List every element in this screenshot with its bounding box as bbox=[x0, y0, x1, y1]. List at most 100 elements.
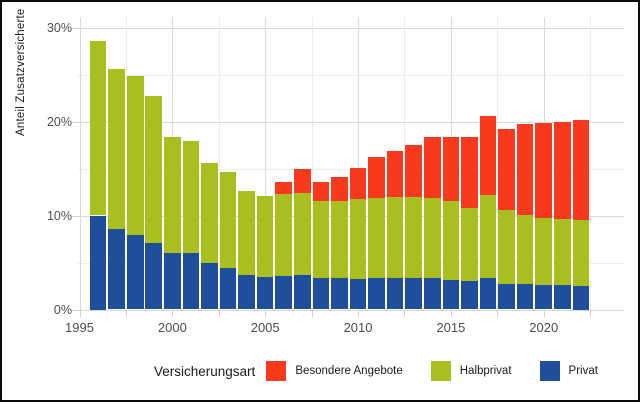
bar-segment-privat-2001 bbox=[182, 253, 200, 310]
bar-segment-halbprivat-2020 bbox=[535, 218, 553, 286]
x-axis-tick bbox=[497, 310, 499, 317]
x-axis-tick bbox=[543, 310, 545, 317]
x-axis-tick bbox=[79, 310, 81, 317]
legend-item-label: Besondere Angebote bbox=[295, 365, 403, 377]
bar-segment-halbprivat-1996 bbox=[89, 40, 107, 216]
bar-segment-besondere-angebote-2011 bbox=[368, 157, 385, 198]
bar-segment-besondere-angebote-2006 bbox=[275, 181, 293, 194]
y-axis-title: Anteil Zusatzversicherte bbox=[15, 8, 27, 136]
gridline-y-major bbox=[78, 27, 624, 29]
legend-title: Versicherungsart bbox=[154, 363, 256, 379]
gridline-y-minor bbox=[78, 74, 624, 76]
bar-segment-privat-2018 bbox=[498, 284, 515, 310]
bar-segment-halbprivat-1998 bbox=[126, 76, 144, 236]
x-tick-label: 1995 bbox=[65, 320, 94, 335]
bar-segment-halbprivat-1999 bbox=[145, 96, 163, 243]
y-axis-tick bbox=[72, 309, 78, 311]
gridline-x-minor bbox=[311, 17, 313, 310]
bar-segment-besondere-angebote-2010 bbox=[349, 167, 367, 199]
x-axis-tick bbox=[125, 310, 127, 317]
gridline-x-minor bbox=[125, 17, 127, 310]
gridline-x-minor bbox=[404, 17, 406, 310]
bar-segment-halbprivat-2013 bbox=[405, 196, 423, 278]
y-axis-tick bbox=[72, 121, 78, 123]
bar-segment-privat-2016 bbox=[461, 281, 478, 310]
bar-segment-halbprivat-2016 bbox=[461, 207, 478, 282]
bar-segment-halbprivat-2022 bbox=[572, 220, 590, 286]
bar-segment-halbprivat-2009 bbox=[331, 201, 348, 278]
gridline-x-minor bbox=[590, 17, 592, 310]
bar-segment-privat-2014 bbox=[424, 278, 441, 310]
legend-item-halbprivat: Halbprivat bbox=[430, 361, 512, 381]
bar-segment-halbprivat-2001 bbox=[182, 141, 200, 254]
bar-segment-privat-1996 bbox=[89, 215, 107, 310]
bar-segment-privat-2017 bbox=[479, 277, 497, 310]
legend-item-label: Privat bbox=[568, 365, 598, 377]
x-axis-tick bbox=[590, 310, 592, 317]
bar-segment-privat-2011 bbox=[368, 277, 385, 310]
gridline-x-minor bbox=[218, 17, 220, 310]
x-tick-label: 2010 bbox=[343, 320, 373, 335]
bar-segment-besondere-angebote-2017 bbox=[479, 115, 497, 195]
bar-segment-privat-2003 bbox=[219, 268, 237, 310]
y-tick-label: 30% bbox=[46, 20, 72, 35]
y-tick-label: 0% bbox=[53, 302, 72, 317]
bar-segment-halbprivat-2003 bbox=[219, 172, 237, 269]
bar-segment-privat-2008 bbox=[312, 278, 330, 310]
x-axis-tick bbox=[450, 310, 452, 317]
x-axis-tick bbox=[404, 310, 406, 317]
legend-key-swatch bbox=[430, 361, 451, 381]
bar-segment-halbprivat-2018 bbox=[498, 209, 515, 285]
bar-segment-privat-1999 bbox=[145, 242, 163, 310]
gridline-y-major bbox=[78, 121, 624, 123]
legend-key-swatch bbox=[266, 361, 287, 381]
bar-segment-halbprivat-1997 bbox=[108, 68, 125, 229]
x-axis-tick bbox=[218, 310, 220, 317]
x-axis-tick bbox=[265, 310, 267, 317]
bar-segment-halbprivat-2005 bbox=[256, 195, 274, 277]
x-tick-label: 2015 bbox=[436, 320, 466, 335]
bar-segment-halbprivat-2011 bbox=[368, 197, 385, 278]
bar-segment-besondere-angebote-2013 bbox=[405, 145, 423, 197]
bar-segment-besondere-angebote-2012 bbox=[386, 150, 404, 197]
bar-segment-besondere-angebote-2019 bbox=[516, 124, 534, 215]
bar-segment-halbprivat-2004 bbox=[238, 191, 255, 275]
bar-segment-privat-2009 bbox=[331, 277, 348, 310]
gridline-x-minor bbox=[497, 17, 499, 310]
bar-segment-halbprivat-2008 bbox=[312, 201, 330, 279]
bar-segment-halbprivat-2006 bbox=[275, 193, 293, 276]
bar-segment-privat-2005 bbox=[256, 276, 274, 310]
gridline-x-major bbox=[358, 17, 360, 310]
bar-segment-privat-2012 bbox=[386, 277, 404, 310]
bar-segment-privat-2007 bbox=[294, 274, 311, 310]
bar-segment-privat-2022 bbox=[572, 286, 590, 310]
legend-item-besondere-angebote: Besondere Angebote bbox=[266, 361, 403, 381]
bar-segment-privat-2020 bbox=[535, 285, 553, 310]
bar-segment-halbprivat-2014 bbox=[424, 197, 441, 279]
bar-segment-privat-2010 bbox=[349, 279, 367, 310]
y-axis-tick bbox=[72, 27, 78, 29]
bar-segment-halbprivat-2021 bbox=[554, 219, 571, 286]
bar-segment-privat-2019 bbox=[516, 284, 534, 310]
bar-segment-privat-2013 bbox=[405, 277, 423, 310]
bar-segment-privat-2021 bbox=[554, 285, 571, 310]
x-tick-label: 2000 bbox=[157, 320, 187, 335]
bar-segment-privat-1997 bbox=[108, 228, 125, 310]
gridline-x-major bbox=[79, 17, 81, 310]
x-axis-tick bbox=[311, 310, 313, 317]
bar-segment-besondere-angebote-2007 bbox=[294, 168, 311, 193]
bar-segment-privat-2006 bbox=[275, 275, 293, 310]
bar-segment-halbprivat-2010 bbox=[349, 198, 367, 280]
bar-segment-halbprivat-2012 bbox=[386, 196, 404, 278]
bar-segment-besondere-angebote-2008 bbox=[312, 181, 330, 202]
legend: Versicherungsart Besondere Angebote Halbp… bbox=[154, 358, 626, 384]
bar-segment-halbprivat-2015 bbox=[442, 201, 460, 281]
bar-segment-besondere-angebote-2022 bbox=[572, 119, 590, 221]
x-axis-tick bbox=[358, 310, 360, 317]
bar-segment-besondere-angebote-2020 bbox=[535, 123, 553, 219]
bar-segment-besondere-angebote-2021 bbox=[554, 121, 571, 220]
legend-key-swatch bbox=[539, 361, 560, 381]
bar-segment-halbprivat-2002 bbox=[201, 162, 218, 264]
gridline-x-major bbox=[265, 17, 267, 310]
